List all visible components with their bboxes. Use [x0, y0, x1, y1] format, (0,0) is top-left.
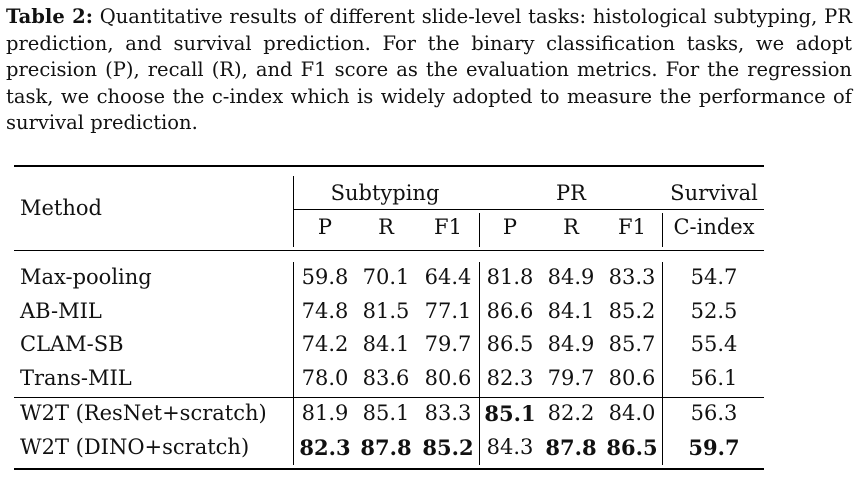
table-cell: 87.8: [545, 435, 597, 460]
column-header: C-index: [673, 215, 755, 239]
table-cell: 78.0: [301, 366, 349, 390]
table-cell: 52.5: [690, 299, 738, 323]
method-name: Trans-MIL: [20, 366, 132, 390]
group-cmidrule: [294, 209, 764, 211]
table-cell: 85.2: [608, 299, 656, 323]
table-cell: 84.9: [547, 265, 595, 289]
method-header: Method: [20, 196, 102, 220]
top-rule: [14, 165, 764, 168]
table-cell: 59.8: [301, 265, 349, 289]
table-cell: 56.3: [690, 401, 738, 425]
bottom-rule: [14, 468, 764, 471]
table-cell: 74.8: [301, 299, 349, 323]
table-cell: 81.5: [362, 299, 410, 323]
group-header: PR: [556, 181, 586, 205]
group-header: Survival: [670, 181, 758, 205]
table-cell: 85.2: [422, 435, 474, 460]
caption-label: Table 2:: [6, 5, 93, 28]
table-cell: 83.6: [362, 366, 410, 390]
method-name: AB-MIL: [20, 299, 102, 323]
table-cell: 81.9: [301, 401, 349, 425]
vline-subtyping-pr-header: [479, 213, 481, 247]
table-cell: 86.5: [606, 435, 658, 460]
table-cell: 83.3: [424, 401, 472, 425]
table-cell: 70.1: [362, 265, 410, 289]
table-cell: 79.7: [424, 332, 472, 356]
table-cell: 79.7: [547, 366, 595, 390]
table-cell: 82.3: [486, 366, 534, 390]
column-header: P: [502, 215, 518, 239]
table-cell: 84.9: [547, 332, 595, 356]
caption-text: Quantitative results of different slide-…: [6, 5, 852, 135]
vline-method: [293, 262, 295, 465]
column-header: R: [378, 215, 394, 239]
vline-pr-survival-header: [662, 213, 664, 247]
table-cell: 87.8: [360, 435, 412, 460]
method-name: W2T (DINO+scratch): [20, 435, 250, 459]
method-name: CLAM-SB: [20, 332, 124, 356]
table-cell: 59.7: [688, 435, 740, 460]
table-cell: 82.2: [547, 401, 595, 425]
table-cell: 84.0: [608, 401, 656, 425]
table-cell: 77.1: [424, 299, 472, 323]
method-name: Max-pooling: [20, 265, 152, 289]
table-cell: 85.1: [362, 401, 410, 425]
column-header: F1: [434, 215, 462, 239]
table-cell: 80.6: [608, 366, 656, 390]
table-cell: 64.4: [424, 265, 472, 289]
group-header: Subtyping: [330, 181, 440, 205]
header-rule: [14, 250, 764, 252]
table-cell: 74.2: [301, 332, 349, 356]
table-cell: 85.7: [608, 332, 656, 356]
column-header: R: [563, 215, 579, 239]
table-cell: 80.6: [424, 366, 472, 390]
table-cell: 55.4: [690, 332, 738, 356]
table-cell: 81.8: [486, 265, 534, 289]
vline-method-header: [293, 176, 295, 247]
table-cell: 83.3: [608, 265, 656, 289]
table-cell: 82.3: [299, 435, 351, 460]
table-cell: 84.3: [486, 435, 534, 459]
table-cell: 84.1: [547, 299, 595, 323]
vline-subtyping-pr: [479, 262, 481, 465]
table-cell: 86.6: [486, 299, 534, 323]
table-cell: 56.1: [690, 366, 738, 390]
table-caption: Table 2: Quantitative results of differe…: [6, 4, 852, 137]
table-cell: 84.1: [362, 332, 410, 356]
column-header: P: [317, 215, 333, 239]
table-cell: 86.5: [486, 332, 534, 356]
table-cell: 85.1: [484, 401, 536, 426]
column-header: F1: [618, 215, 646, 239]
method-name: W2T (ResNet+scratch): [20, 401, 267, 425]
vline-pr-survival: [662, 262, 664, 465]
w2t-separator-rule: [14, 397, 764, 399]
table-cell: 54.7: [690, 265, 738, 289]
